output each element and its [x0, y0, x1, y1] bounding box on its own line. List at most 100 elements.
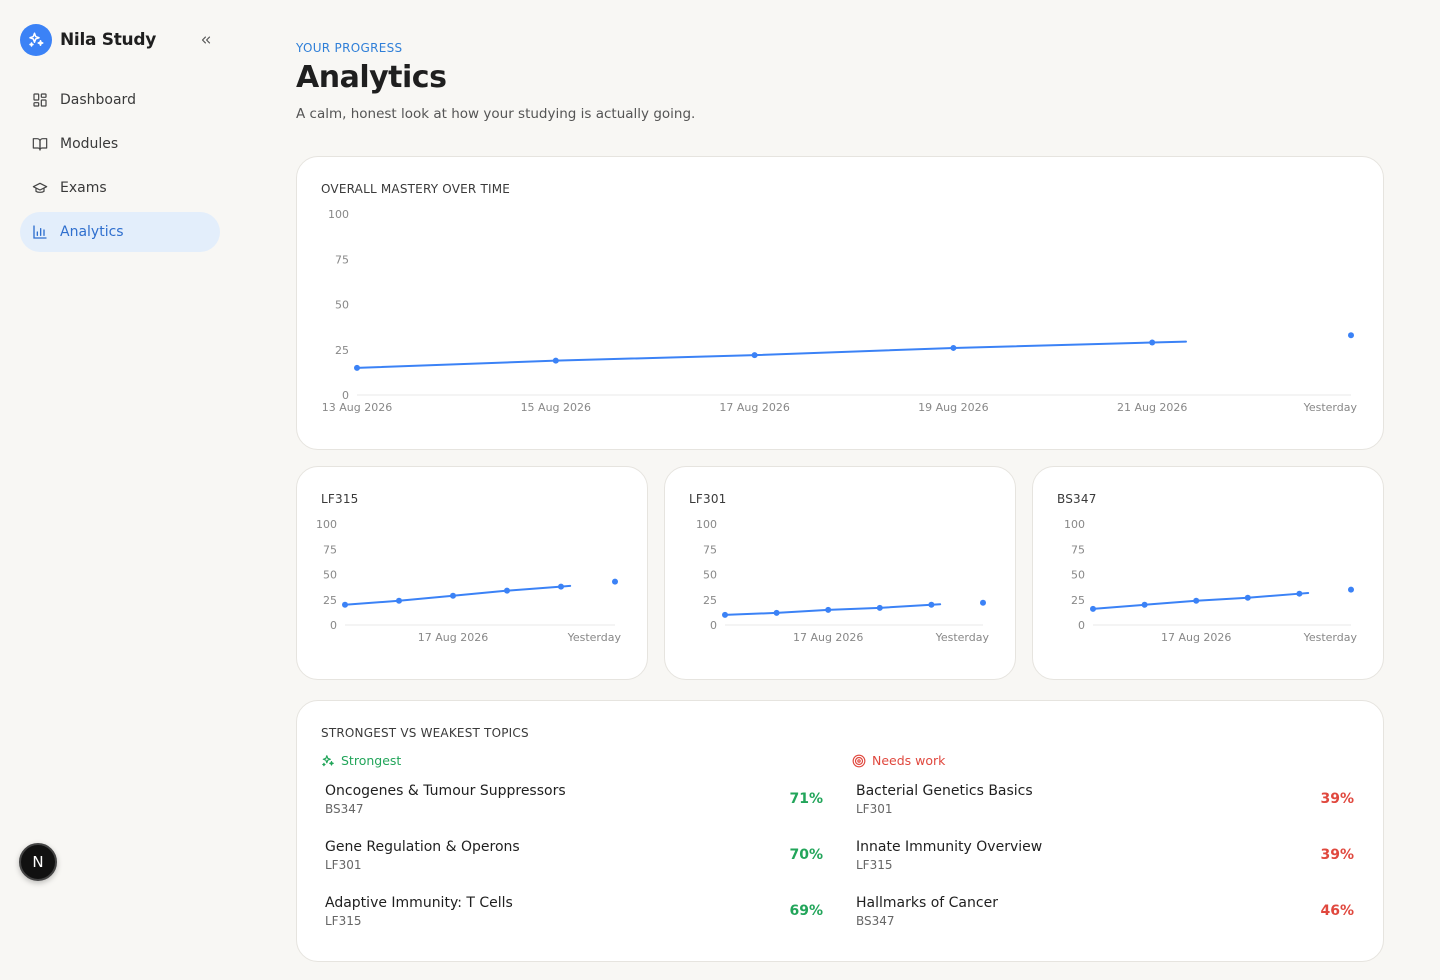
x-tick-label: 17 Aug 2026 [719, 401, 789, 414]
x-tick-label: 13 Aug 2026 [322, 401, 392, 414]
sidebar-item-analytics[interactable]: Analytics [20, 212, 220, 252]
module-chart-lf301: 0 25 50 75 100 17 Aug 2026 Yesterday [696, 518, 990, 644]
page-subtitle: A calm, honest look at how your studying… [296, 106, 696, 122]
y-tick-label: 25 [703, 594, 717, 607]
data-point [876, 604, 883, 611]
data-point [1348, 586, 1354, 593]
dashboard-icon [32, 92, 48, 108]
sidebar-item-exams[interactable]: Exams [20, 168, 220, 208]
target-icon [852, 754, 866, 768]
sidebar: Nila Study Dashboard Modules [0, 0, 240, 980]
sparkles-icon [20, 24, 52, 56]
chart-title: LF315 [321, 492, 359, 506]
chart-title: LF301 [689, 492, 727, 506]
weak-topic-row[interactable]: Innate Immunity Overview LF315 39% [856, 839, 1354, 879]
y-tick-label: 100 [696, 518, 717, 531]
data-point [342, 601, 348, 608]
weak-topic-row[interactable]: Bacterial Genetics Basics LF301 39% [856, 783, 1354, 823]
sidebar-item-modules[interactable]: Modules [20, 124, 220, 164]
y-tick-label: 0 [342, 389, 349, 402]
topic-mastery-percent: 69% [789, 903, 823, 919]
sidebar-item-label: Analytics [60, 224, 124, 240]
graduation-cap-icon [32, 180, 48, 196]
module-card-bs347: BS347 0 25 50 75 100 17 Aug 2026 Yesterday [1032, 466, 1384, 680]
topic-mastery-percent: 46% [1320, 903, 1354, 919]
data-point [450, 592, 456, 599]
data-point [612, 578, 618, 585]
chart-title: BS347 [1057, 492, 1097, 506]
topic-module-code: LF315 [856, 858, 893, 872]
topic-module-code: BS347 [325, 802, 364, 816]
data-point [1141, 601, 1148, 608]
topic-mastery-percent: 71% [789, 791, 823, 807]
chart-title: OVERALL MASTERY OVER TIME [321, 182, 511, 196]
data-point [504, 587, 510, 594]
data-point [1149, 339, 1156, 346]
data-point [396, 597, 402, 604]
series-line [356, 340, 1187, 369]
data-point [1296, 590, 1303, 597]
y-tick-label: 0 [710, 619, 717, 632]
y-tick-label: 0 [1078, 619, 1085, 632]
sparkles-icon [321, 754, 335, 768]
data-point [1244, 594, 1251, 601]
y-tick-label: 25 [335, 344, 349, 357]
strong-topic-row[interactable]: Gene Regulation & Operons LF301 70% [325, 839, 823, 879]
topic-module-code: LF301 [325, 858, 362, 872]
data-point [928, 601, 935, 608]
data-point [773, 609, 780, 616]
weakest-label: Needs work [872, 753, 946, 768]
y-tick-label: 50 [1071, 569, 1085, 582]
x-tick-label: Yesterday [1303, 401, 1358, 414]
x-tick-label: 19 Aug 2026 [918, 401, 988, 414]
module-chart-lf315: 0 25 50 75 100 17 Aug 2026 Yesterday [316, 518, 622, 644]
y-tick-label: 75 [1071, 543, 1085, 556]
data-point [722, 611, 728, 618]
avatar[interactable]: N [19, 843, 57, 881]
data-point [1193, 597, 1200, 604]
sidebar-item-dashboard[interactable]: Dashboard [20, 80, 220, 120]
strong-topic-row[interactable]: Adaptive Immunity: T Cells LF315 69% [325, 895, 823, 935]
topic-module-code: BS347 [856, 914, 895, 928]
topics-title: STRONGEST VS WEAKEST TOPICS [321, 726, 529, 740]
overall-mastery-card: OVERALL MASTERY OVER TIME 0 25 50 75 100 13 A… [296, 156, 1384, 450]
strong-topic-row[interactable]: Oncogenes & Tumour Suppressors BS347 71% [325, 783, 823, 823]
topic-name: Innate Immunity Overview [856, 839, 1043, 855]
y-tick-label: 75 [335, 253, 349, 266]
x-tick-label: 15 Aug 2026 [521, 401, 591, 414]
series-line [1092, 592, 1310, 610]
book-icon [32, 136, 48, 152]
overall-mastery-chart: 0 25 50 75 100 13 Aug 2026 15 Aug 2026 17 Aug 2… [322, 208, 1358, 414]
weakest-header: Needs work [852, 753, 945, 768]
app-name: Nila Study [60, 30, 156, 50]
bar-chart-icon [32, 224, 48, 240]
strongest-header: Strongest [321, 753, 401, 768]
y-tick-label: 50 [323, 569, 337, 582]
topic-name: Bacterial Genetics Basics [856, 783, 1033, 799]
strongest-label: Strongest [341, 753, 402, 768]
x-tick-label: 17 Aug 2026 [418, 631, 488, 644]
sidebar-item-label: Dashboard [60, 92, 136, 108]
x-tick-label: Yesterday [567, 631, 622, 644]
series-line [724, 603, 942, 616]
topic-mastery-percent: 70% [789, 847, 823, 863]
page-title: Analytics [296, 60, 447, 95]
y-tick-label: 100 [1064, 518, 1085, 531]
y-tick-label: 25 [323, 594, 337, 607]
series-line [344, 584, 572, 606]
weak-topic-row[interactable]: Hallmarks of Cancer BS347 46% [856, 895, 1354, 935]
y-tick-label: 75 [703, 543, 717, 556]
collapse-sidebar-button[interactable] [196, 30, 216, 50]
data-point [825, 606, 832, 613]
page-eyebrow: YOUR PROGRESS [296, 41, 403, 55]
y-tick-label: 50 [335, 299, 349, 312]
chevrons-left-icon [201, 36, 211, 44]
y-tick-label: 25 [1071, 594, 1085, 607]
sidebar-nav: Dashboard Modules Exams [20, 80, 220, 256]
brand[interactable]: Nila Study [20, 24, 156, 56]
module-chart-bs347: 0 25 50 75 100 17 Aug 2026 Yesterday [1064, 518, 1357, 644]
x-tick-label: Yesterday [935, 631, 990, 644]
data-point [1348, 332, 1354, 339]
sidebar-item-label: Exams [60, 180, 107, 196]
topic-name: Oncogenes & Tumour Suppressors [325, 783, 566, 799]
